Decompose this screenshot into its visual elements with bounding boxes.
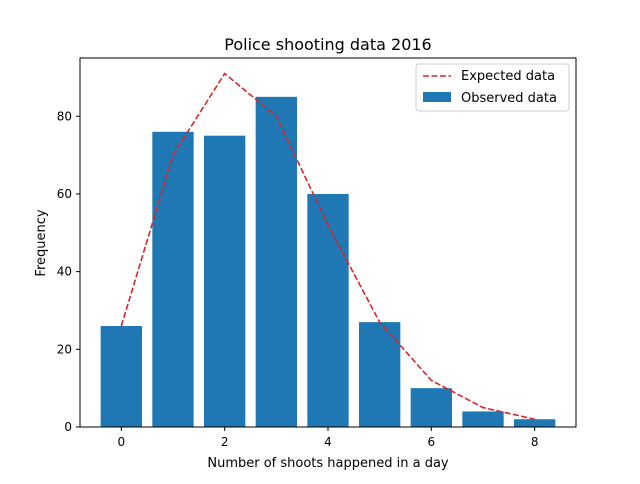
legend-box — [415, 63, 570, 112]
bar-observed-5 — [359, 322, 401, 427]
bar-observed-4 — [307, 193, 349, 427]
legend: Expected data Observed data — [415, 63, 570, 112]
x-tick-label-6: 6 — [428, 435, 436, 449]
legend-label-expected: Expected data — [461, 69, 555, 84]
bar-observed-8 — [514, 419, 556, 427]
bar-observed-0 — [100, 326, 142, 427]
y-tick-label-40: 40 — [57, 265, 72, 279]
legend-label-observed: Observed data — [461, 91, 557, 106]
y-axis-label: Frequency — [34, 209, 49, 276]
legend-swatch-observed — [423, 92, 451, 102]
y-tick-label-20: 20 — [57, 342, 72, 356]
bar-observed-3 — [255, 96, 297, 427]
bar-observed-7 — [462, 411, 504, 427]
line-expected — [120, 72, 535, 421]
y-tick-label-80: 80 — [57, 109, 72, 123]
x-tick-label-0: 0 — [118, 435, 126, 449]
x-tick-label-8: 8 — [531, 435, 539, 449]
bar-observed-1 — [152, 131, 194, 428]
y-tick-label-60: 60 — [57, 187, 72, 201]
bar-observed-6 — [410, 388, 452, 427]
y-tick-label-0: 0 — [64, 420, 72, 434]
x-tick-label-4: 4 — [324, 435, 332, 449]
bar-observed-2 — [204, 135, 246, 427]
x-tick-label-2: 2 — [221, 435, 229, 449]
x-axis-label: Number of shoots happened in a day — [207, 456, 449, 471]
chart-title: Police shooting data 2016 — [224, 35, 431, 54]
